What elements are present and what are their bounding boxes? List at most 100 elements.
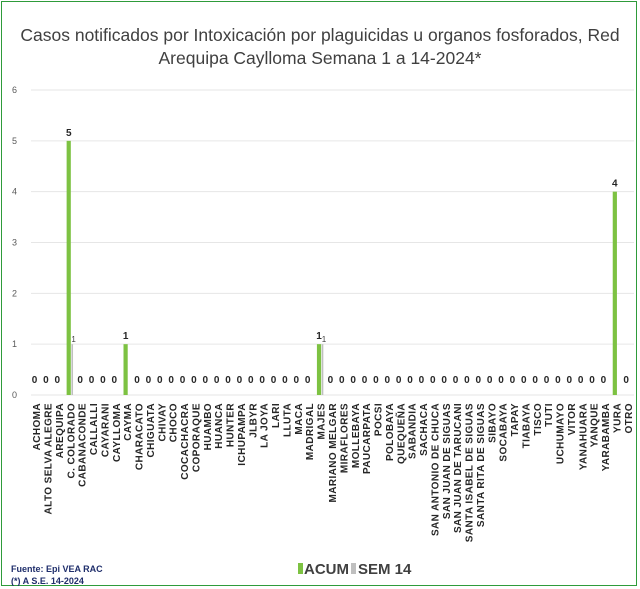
x-tick-label: CHARACATO [135,403,146,470]
x-tick-label: CHIVAY [157,403,168,442]
source-note: Fuente: Epi VEA RAC (*) A S.E. 14-2024 [11,564,103,586]
data-label-acum: 0 [146,375,152,386]
chart-title-line-1: Casos notificados por Intoxicación por p… [20,25,619,45]
x-tick-label: TUTI [544,403,555,427]
x-tick-label: SABANDIA [408,403,419,459]
legend-swatch-acum [298,563,303,574]
data-label-acum: 0 [407,375,413,386]
data-label-acum: 0 [89,375,95,386]
data-label-acum: 0 [305,375,311,386]
data-label-acum: 0 [441,375,447,386]
x-tick-label: AREQUIPA [55,403,66,458]
x-tick-label: CHOCO [169,403,180,442]
data-label-acum: 0 [396,375,402,386]
source-line-1: Fuente: Epi VEA RAC [11,564,103,574]
data-label-acum: 0 [157,375,163,386]
data-label-acum: 0 [248,375,254,386]
data-label-acum: 0 [191,375,197,386]
legend-label-sem14: SEM 14 [358,561,412,578]
legend-label-acum: ACUM [304,561,349,578]
x-tick-label: CABANACONDE [78,403,89,487]
data-label-acum: 0 [55,375,61,386]
data-label-acum: 0 [32,375,38,386]
data-label-acum: 0 [100,375,106,386]
y-tick-label: 6 [12,85,17,95]
y-tick-label: 2 [12,288,17,298]
data-label-acum: 0 [430,375,436,386]
x-tick-label: JLBYR [248,403,259,438]
x-tick-label: UCHUMAYO [556,403,567,464]
x-tick-label: SOCABAYA [499,403,510,462]
bar-acum [123,344,128,395]
data-label-acum: 0 [225,375,231,386]
data-label-acum: 0 [578,375,584,386]
data-label-acum: 0 [476,375,482,386]
data-label-acum: 0 [180,375,186,386]
source-line-2: (*) A S.E. 14-2024 [11,576,84,586]
x-tick-label: YANQUE [590,403,601,447]
x-tick-label: ALTO SELVA ALEGRE [44,403,55,514]
data-label-acum: 0 [567,375,573,386]
x-tick-label: CHIGUATA [146,403,157,458]
x-tick-label: HUANCA [214,403,225,449]
x-tick-label: YARABAMBA [601,403,612,471]
data-label-acum: 0 [77,375,83,386]
data-label-acum: 0 [510,375,516,386]
legend-swatch-sem14 [351,563,356,574]
data-label-acum: 1 [316,331,322,342]
x-tick-label: MOLLEBAYA [351,403,362,468]
data-label-acum: 0 [237,375,243,386]
x-tick-label: TAPAY [510,403,521,437]
x-tick-label: LARI [271,403,282,428]
x-tick-label: SAN JUAN DE SIGUAS [442,403,453,519]
data-label-acum: 0 [623,375,629,386]
data-label-acum: 0 [350,375,356,386]
data-label-acum: 0 [532,375,538,386]
data-label-acum: 0 [487,375,493,386]
x-tick-label: C. COLORADO [66,403,77,479]
x-tick-label: LA JOYA [260,403,271,448]
data-label-acum: 0 [111,375,117,386]
y-tick-label: 4 [12,187,17,197]
data-label-acum: 0 [453,375,459,386]
data-label-acum: 0 [521,375,527,386]
x-tick-label: YANAHUARA [578,403,589,470]
x-tick-label: HUNTER [226,403,237,447]
x-tick-label: QUEQUEÑA [394,403,407,464]
x-tick-label: SAN ANTONIO DE CHUCA [430,403,441,536]
x-tick-label: COCACHACRA [180,403,191,480]
y-tick-label: 0 [12,390,17,400]
x-tick-label: SANTA ISABEL DE SIGUAS [465,403,476,542]
data-label-acum: 5 [66,128,72,139]
x-tick-label: LLUTA [282,403,293,437]
x-tick-label: YURA [612,403,623,433]
x-tick-label: POLOBAYA [385,403,396,461]
data-label-acum: 0 [555,375,561,386]
legend: ACUM SEM 14 [298,561,412,578]
x-tick-label: COPORAQUE [191,403,202,472]
data-label-acum: 0 [271,375,277,386]
x-tick-label: CAYARANI [100,403,111,457]
x-tick-label: SIBAYO [487,403,498,443]
x-tick-label: CALLALLI [89,403,100,455]
y-tick-label: 1 [12,339,17,349]
data-label-acum: 0 [214,375,220,386]
x-tick-label: CAYLLOMA [112,403,123,462]
x-tick-label: PAUCARPATA [362,403,373,474]
data-label-acum: 0 [168,375,174,386]
y-tick-label: 3 [12,238,17,248]
data-label-acum: 0 [259,375,265,386]
x-tick-label: TIABAYA [521,403,532,448]
data-label-acum: 0 [43,375,49,386]
bar-acum [316,344,322,395]
data-label-acum: 0 [373,375,379,386]
data-label-acum: 0 [464,375,470,386]
x-tick-label: MARIANO MELGAR [328,403,339,503]
data-label-acum: 1 [123,331,129,342]
x-axis: ACHOMA ALTO SELVA ALEGRE AREQUIPA C. COLORA… [32,403,635,543]
x-tick-label: SANTA RITA DE SIGUAS [476,403,487,527]
x-tick-label: OTRO [624,403,635,434]
